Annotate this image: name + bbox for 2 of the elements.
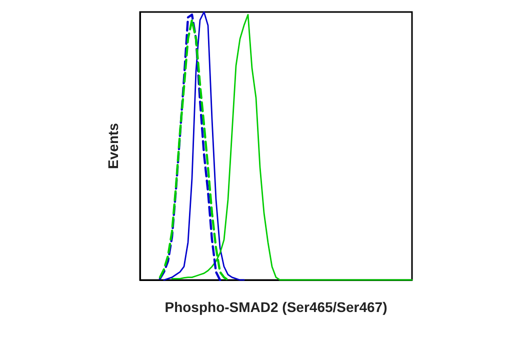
x-axis-title: Phospho-SMAD2 (Ser465/Ser467)	[164, 299, 388, 315]
y-axis-title: Events	[105, 122, 121, 169]
